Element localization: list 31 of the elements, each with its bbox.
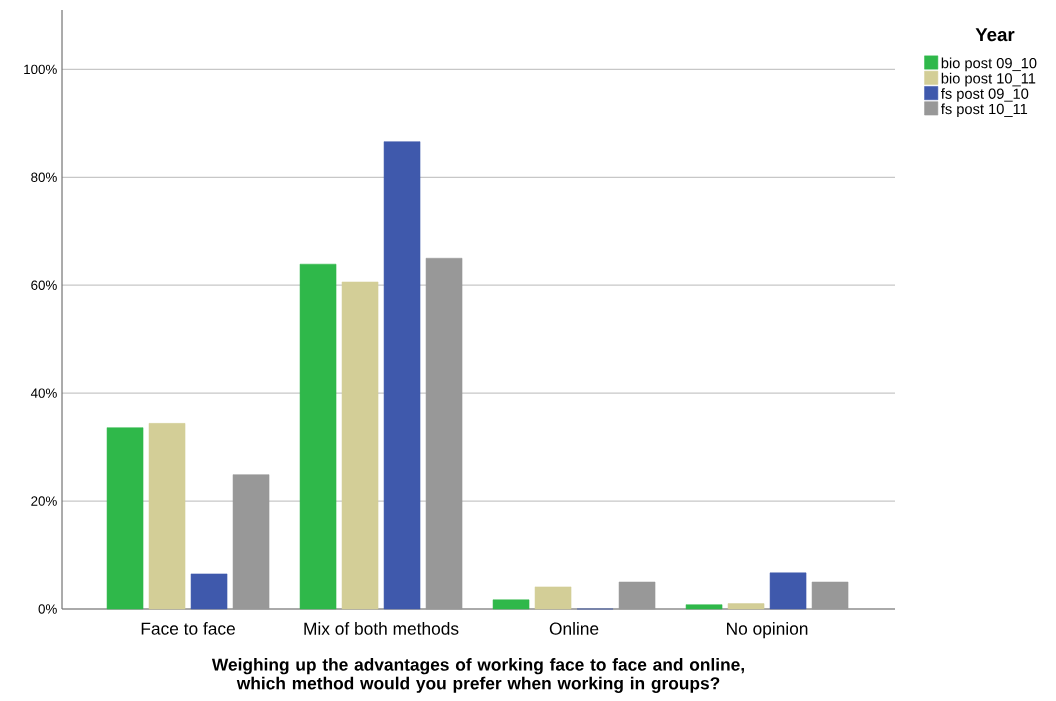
x-tick-label: Online — [549, 622, 599, 635]
legend-label: fs post 09_10 — [941, 88, 1029, 102]
x-axis-title: Weighing up the advantages of working face to face and online, which method would you prefer when working in groups? — [211, 658, 744, 693]
x-tick-label: Face to face — [141, 622, 235, 635]
bar — [148, 423, 186, 610]
bar — [492, 599, 530, 610]
bar — [299, 263, 337, 610]
bar — [534, 586, 572, 610]
bar — [769, 572, 807, 610]
bar — [383, 141, 421, 610]
x-tick-label: No opinion — [727, 622, 808, 639]
bar — [106, 427, 144, 610]
legend-label: bio post 09_10 — [941, 57, 1037, 72]
bar — [811, 581, 849, 610]
legend-title: Year — [975, 28, 1015, 42]
legend-label: bio post 10_11 — [941, 72, 1036, 87]
y-tick-label: 20% — [31, 496, 57, 506]
bar — [727, 603, 765, 610]
y-tick-label: 40% — [30, 388, 57, 398]
y-tick-label: 0% — [38, 604, 57, 614]
y-tick-label: 80% — [31, 172, 57, 182]
bar — [425, 257, 463, 610]
y-tick-label: 100% — [24, 64, 57, 75]
bar — [341, 281, 379, 610]
bar — [232, 474, 270, 610]
bar — [618, 581, 656, 610]
x-tick-label: Mix of both methods — [304, 622, 459, 635]
legend-label: fs post 10_11 — [941, 103, 1028, 118]
bar — [685, 604, 723, 610]
y-tick-label: 60% — [31, 280, 57, 290]
bar — [190, 573, 228, 610]
